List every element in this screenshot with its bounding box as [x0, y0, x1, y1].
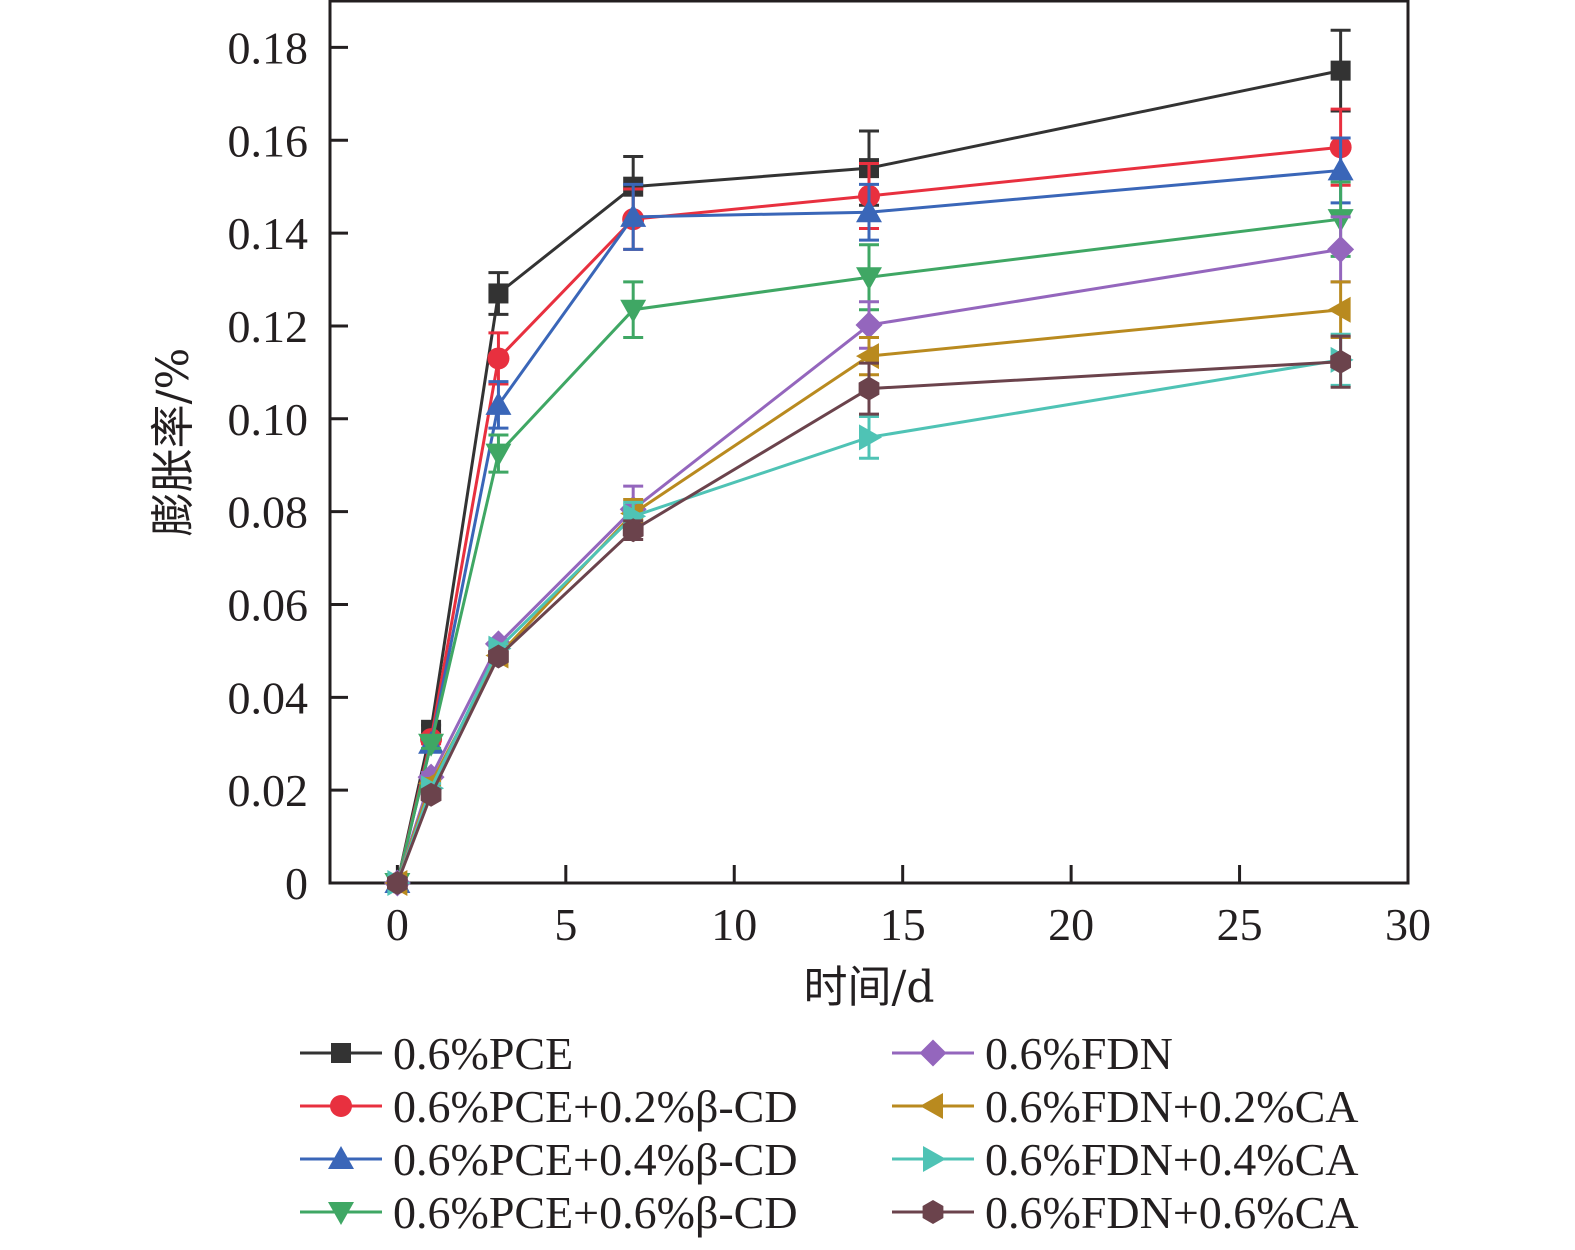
data-point	[859, 424, 882, 451]
x-tick-label: 30	[1385, 899, 1431, 950]
legend-item: 0.6%PCE+0.4%β-CD	[300, 1134, 798, 1185]
data-point	[620, 203, 647, 227]
y-tick-label: 0.08	[228, 487, 309, 538]
legend-item: 0.6%FDN+0.4%CA	[892, 1134, 1359, 1185]
data-point	[488, 644, 509, 669]
data-point	[1330, 60, 1351, 81]
x-axis: 0 5 10 15 20 25 30	[386, 865, 1431, 950]
data-point	[485, 391, 512, 415]
legend-item: 0.6%FDN	[892, 1028, 1173, 1079]
data-point	[1327, 235, 1355, 263]
legend-item: 0.6%PCE+0.6%β-CD	[300, 1187, 798, 1238]
legend-marker	[920, 1093, 943, 1119]
data-point	[858, 376, 880, 401]
data-point	[855, 311, 883, 339]
series-line	[395, 360, 1341, 884]
series-layer	[383, 28, 1355, 897]
data-point	[1327, 296, 1351, 323]
legend-label: 0.6%PCE+0.4%β-CD	[393, 1134, 798, 1185]
legend-marker	[923, 1146, 946, 1172]
legend-label: 0.6%FDN+0.2%CA	[985, 1081, 1359, 1132]
x-tick-label: 20	[1048, 899, 1094, 950]
y-tick-label: 0.10	[228, 394, 309, 445]
legend-marker	[922, 1200, 944, 1224]
series-8	[386, 334, 1352, 895]
legend-marker	[330, 1095, 352, 1117]
data-point	[487, 347, 510, 370]
y-tick-label: 0.06	[228, 579, 309, 630]
legend-label: 0.6%PCE+0.6%β-CD	[393, 1187, 798, 1238]
data-point	[856, 267, 882, 291]
data-point	[856, 199, 882, 223]
legend-item: 0.6%FDN+0.2%CA	[892, 1081, 1359, 1132]
legend-item: 0.6%PCE+0.2%β-CD	[300, 1081, 798, 1132]
series-5	[383, 215, 1355, 897]
series-line	[395, 358, 1341, 884]
legend-marker	[328, 1146, 354, 1169]
x-tick-label: 25	[1217, 899, 1263, 950]
legend-item: 0.6%PCE	[300, 1028, 573, 1079]
legend-marker	[331, 1043, 351, 1063]
legend-label: 0.6%PCE	[393, 1028, 573, 1079]
legend-label: 0.6%FDN+0.4%CA	[985, 1134, 1359, 1185]
data-point	[622, 518, 644, 543]
series-line	[395, 69, 1341, 884]
x-tick-label: 0	[386, 899, 409, 950]
data-point	[1327, 157, 1354, 181]
data-point	[485, 443, 512, 467]
legend-marker	[328, 1202, 354, 1225]
data-point	[1330, 349, 1352, 374]
y-tick-label: 0.04	[228, 672, 309, 723]
plot-border	[328, 0, 1410, 885]
data-point	[488, 283, 509, 304]
legend: 0.6%PCE0.6%PCE+0.2%β-CD0.6%PCE+0.4%β-CD0…	[300, 1028, 1359, 1238]
x-tick-label: 15	[880, 899, 926, 950]
x-axis-title: 时间/d	[804, 962, 935, 1013]
legend-label: 0.6%PCE+0.2%β-CD	[393, 1081, 798, 1132]
data-point	[620, 299, 647, 323]
series-line	[395, 217, 1341, 884]
data-point	[420, 782, 442, 807]
y-tick-label: 0.16	[228, 115, 309, 166]
data-point	[386, 871, 408, 895]
legend-item: 0.6%FDN+0.6%CA	[892, 1187, 1359, 1238]
plot-frame	[328, 0, 1410, 885]
y-tick-label: 0.18	[228, 22, 309, 73]
legend-label: 0.6%FDN+0.6%CA	[985, 1187, 1359, 1238]
y-axis-title: 膨胀率/%	[148, 348, 199, 537]
y-axis: 0 0.02 0.04 0.06 0.08 0.10 0.12 0.14 0.16 0.18	[228, 22, 348, 909]
y-tick-label: 0.12	[228, 301, 309, 352]
legend-marker	[919, 1039, 947, 1067]
x-tick-label: 10	[711, 899, 757, 950]
series-4	[384, 180, 1354, 896]
data-point	[418, 733, 445, 757]
y-tick-label: 0	[285, 858, 308, 909]
legend-label: 0.6%FDN	[985, 1028, 1173, 1079]
y-tick-label: 0.02	[228, 765, 309, 816]
y-tick-label: 0.14	[228, 208, 309, 259]
x-tick-label: 5	[554, 899, 577, 950]
